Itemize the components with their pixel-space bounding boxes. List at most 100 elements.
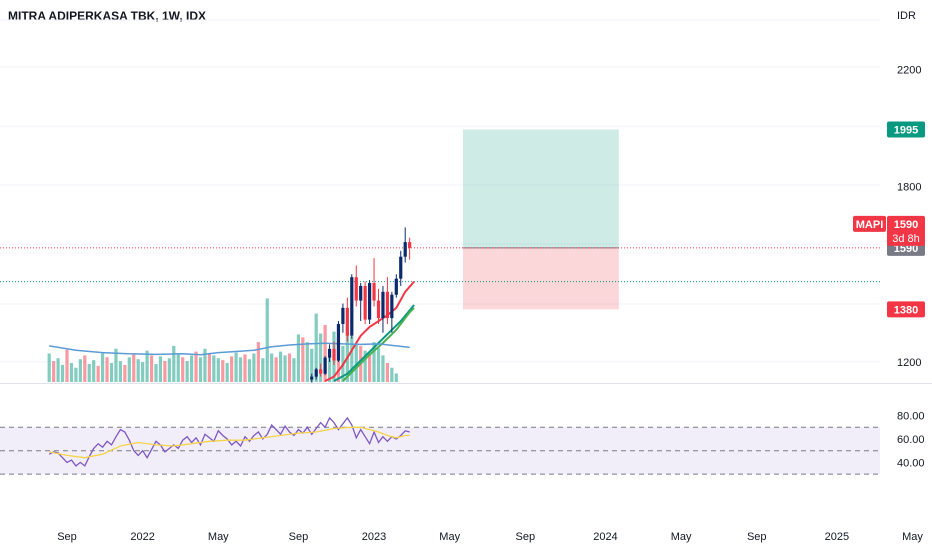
volume-bar [92,360,96,382]
volume-bar [274,357,278,382]
rsi-tick-label: 80.00 [897,411,925,423]
volume-bar [60,364,65,382]
volume-bar [270,353,274,382]
volume-bar [105,357,109,382]
volume-bar [363,350,367,382]
time-tick-label: 2022 [130,531,154,543]
time-tick-label: May [902,531,923,543]
candle-body [368,283,372,320]
volume-bar [141,362,145,382]
volume-bar [265,298,269,382]
volume-bar [252,353,256,382]
candle-body [394,278,398,295]
ticker-countdown-label: 3d 8h [892,233,920,245]
position-profit-zone [463,129,619,248]
time-tick-label: Sep [747,531,767,543]
time-tick-label: May [439,531,460,543]
candle-body [314,369,318,377]
price-tag [887,121,925,138]
volume-bar [132,353,136,382]
volume-bar [190,355,194,382]
ticker-symbol-label: MAPI [856,219,884,231]
volume-bar [127,357,131,382]
candle-body [376,300,381,319]
volume-bar [136,359,140,382]
currency-label: IDR [897,10,916,22]
volume-bar [207,353,211,382]
volume-bar [305,342,309,382]
volume-bar [74,367,78,382]
volume-bar [172,345,176,382]
volume-bar [83,355,87,382]
volume-bar [256,342,260,382]
rsi-ma-line [49,426,410,459]
moving-average-line [333,304,415,382]
volume-bar [225,363,229,382]
volume-bar [149,355,154,382]
candle-body [385,291,389,319]
volume-bar [283,355,287,382]
volume-bar [238,357,243,382]
volume-bar [314,313,318,382]
volume-bar [390,367,394,382]
volume-bar [212,355,216,382]
candle-body [381,291,385,319]
time-tick-label: Sep [57,531,77,543]
volume-bar [56,358,60,382]
volume-bar [368,353,372,382]
price-tag [887,301,925,318]
candle-body [310,376,314,380]
volume-bar [292,358,296,382]
volume-bar [310,348,314,382]
volume-bar [47,353,51,382]
candle-body [350,277,354,336]
moving-average-line [324,280,415,382]
price-tick-label: 1800 [897,182,921,194]
ticker-price-tag [887,215,925,246]
volume-bar [176,353,180,382]
rsi-tick-label: 60.00 [897,434,925,446]
time-tick-label: May [208,531,229,543]
volume-bar [203,348,207,382]
volume-bar [243,354,247,382]
volume-bar [163,361,167,382]
volume-bar [221,360,225,382]
volume-bar [194,351,198,382]
volume-bar [167,358,171,382]
candle-body [390,294,394,319]
candle-body [327,348,332,358]
volume-bar [247,359,252,382]
candle-body [372,283,376,301]
candle-body [359,285,363,301]
moving-average-line [342,307,415,382]
volume-bar [327,355,332,382]
candle-body [345,307,349,336]
candle-body [403,242,407,257]
volume-bar [96,365,100,382]
volume-bar [345,325,349,382]
volume-bar [52,361,56,382]
candle-body [336,323,341,361]
candle-body [354,277,358,301]
volume-bar [109,363,114,382]
volume-bar [69,363,74,382]
price-tag-label: 1995 [894,124,918,136]
price-tick-label: 2200 [897,65,921,77]
volume-bar [78,359,82,382]
time-tick-label: May [671,531,692,543]
volume-bar [385,363,389,382]
volume-bar [261,358,265,382]
volume-bar [296,334,300,382]
time-tick-label: Sep [516,531,536,543]
volume-bar [216,358,220,382]
volume-bar [287,353,292,382]
time-tick-label: Sep [289,531,309,543]
position-loss-zone [463,247,619,310]
moving-average-line [49,342,410,356]
volume-bar [350,336,354,382]
volume-bar [234,352,238,382]
volume-bar [198,357,203,382]
volume-bar [185,361,189,382]
